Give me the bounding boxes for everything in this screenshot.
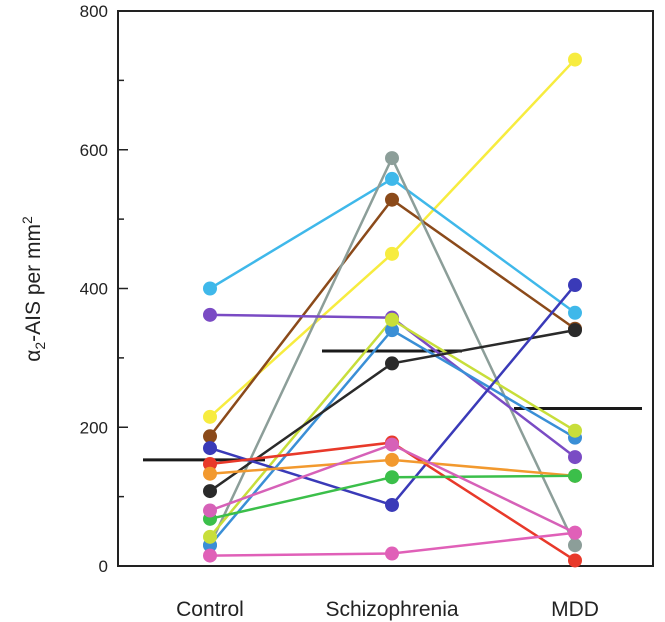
data-point <box>385 470 399 485</box>
data-point <box>203 441 217 456</box>
y-tick-label: 800 <box>80 2 108 21</box>
data-point <box>385 246 399 261</box>
data-point <box>385 452 399 467</box>
data-point <box>385 356 399 371</box>
data-point <box>203 503 217 518</box>
data-point <box>385 151 399 166</box>
data-point <box>568 538 582 553</box>
data-point <box>385 171 399 186</box>
data-point <box>203 548 217 563</box>
y-axis-title-sup: 2 <box>19 216 35 224</box>
data-point <box>568 323 582 338</box>
data-point <box>203 307 217 322</box>
y-axis-title-sub: 2 <box>32 342 48 350</box>
series-points <box>203 52 582 568</box>
data-point <box>568 52 582 67</box>
data-point <box>385 192 399 207</box>
data-point <box>203 281 217 296</box>
y-axis-title-greek: α <box>22 350 45 362</box>
y-tick-label: 400 <box>80 280 108 299</box>
data-point <box>203 466 217 481</box>
data-point <box>568 525 582 540</box>
series-line <box>209 328 576 493</box>
data-point <box>385 312 399 327</box>
x-category-label: Control <box>176 598 244 621</box>
y-axis-title-main: -AIS per mm <box>22 224 45 342</box>
data-point <box>203 484 217 499</box>
y-tick-label: 600 <box>80 141 108 160</box>
data-point <box>385 546 399 561</box>
y-axis-title: α2-AIS per mm2 <box>19 216 48 362</box>
data-point <box>568 450 582 465</box>
data-point <box>203 457 217 472</box>
y-tick-label: 0 <box>99 557 108 576</box>
data-point <box>568 305 582 320</box>
data-point <box>385 323 399 338</box>
data-point <box>568 468 582 483</box>
data-point <box>568 278 582 293</box>
x-category-label: MDD <box>551 598 599 621</box>
data-point <box>203 529 217 544</box>
data-point <box>385 437 399 452</box>
data-point <box>385 497 399 512</box>
x-category-label: Schizophrenia <box>325 598 458 621</box>
data-point <box>203 429 217 444</box>
y-tick-label: 200 <box>80 418 108 437</box>
data-point <box>568 553 582 568</box>
y-axis-ticks: 0 200 400 600 800 <box>80 2 128 576</box>
data-point <box>568 423 582 438</box>
x-axis-labels: Control Schizophrenia MDD <box>176 598 599 621</box>
data-point <box>203 409 217 424</box>
series-lines <box>208 58 577 562</box>
